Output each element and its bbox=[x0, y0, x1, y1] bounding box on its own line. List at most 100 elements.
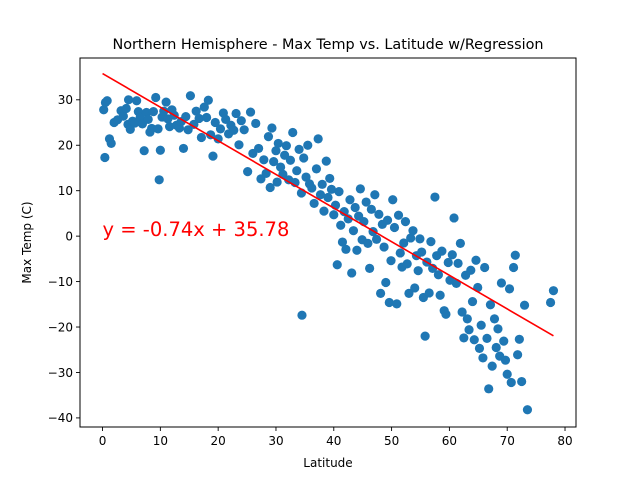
data-point bbox=[350, 202, 360, 213]
y-axis-label: Max Temp (C) bbox=[20, 201, 34, 283]
data-point bbox=[148, 107, 159, 117]
data-point bbox=[332, 260, 342, 270]
y-tick-label: 20 bbox=[58, 139, 73, 153]
data-point bbox=[379, 242, 389, 252]
data-point bbox=[178, 143, 189, 154]
data-point bbox=[273, 138, 283, 149]
regression-equation-label: y = -0.74x + 35.78 bbox=[103, 218, 290, 241]
data-point bbox=[506, 377, 516, 388]
data-point bbox=[433, 270, 444, 280]
data-point bbox=[400, 216, 411, 227]
data-point bbox=[102, 96, 112, 106]
x-tick-label: 20 bbox=[211, 434, 226, 448]
data-point bbox=[500, 355, 511, 365]
data-point bbox=[143, 114, 153, 124]
data-point bbox=[417, 247, 427, 257]
data-point bbox=[139, 146, 149, 156]
data-point bbox=[106, 138, 116, 149]
data-point bbox=[245, 107, 256, 117]
data-point bbox=[326, 184, 337, 194]
regression-line-group bbox=[102, 72, 554, 337]
data-point bbox=[261, 168, 271, 179]
data-point bbox=[513, 350, 523, 360]
data-point bbox=[315, 190, 326, 200]
data-point bbox=[153, 124, 163, 134]
data-point bbox=[517, 376, 527, 387]
data-point bbox=[292, 166, 302, 176]
data-point bbox=[202, 112, 212, 123]
data-point bbox=[504, 284, 515, 294]
data-point bbox=[265, 182, 275, 193]
data-point bbox=[336, 220, 346, 230]
data-point bbox=[154, 175, 164, 185]
data-point bbox=[476, 320, 486, 330]
data-point bbox=[370, 190, 380, 200]
data-point bbox=[548, 286, 559, 296]
data-point bbox=[502, 369, 512, 379]
data-point bbox=[99, 105, 109, 115]
data-point bbox=[221, 114, 231, 124]
data-point bbox=[361, 197, 371, 207]
data-point bbox=[196, 132, 206, 143]
data-point bbox=[311, 164, 322, 174]
data-point bbox=[499, 336, 509, 346]
data-point bbox=[426, 236, 436, 247]
data-point bbox=[519, 300, 530, 310]
data-point bbox=[337, 237, 348, 247]
y-tick-label: 0 bbox=[65, 229, 73, 243]
data-point bbox=[210, 117, 220, 128]
x-tick-label: 30 bbox=[268, 434, 283, 448]
y-tick-label: −20 bbox=[48, 320, 73, 334]
y-tick-label: −10 bbox=[48, 275, 73, 289]
data-point bbox=[343, 214, 353, 224]
data-point bbox=[213, 134, 223, 144]
data-point bbox=[123, 95, 134, 105]
data-point bbox=[275, 162, 286, 172]
data-point bbox=[365, 263, 375, 274]
data-point bbox=[487, 361, 497, 371]
data-point bbox=[386, 256, 396, 266]
data-point bbox=[181, 112, 191, 122]
data-point bbox=[395, 248, 405, 258]
data-point bbox=[466, 265, 476, 275]
data-point bbox=[259, 155, 269, 165]
data-point bbox=[132, 96, 142, 106]
data-point bbox=[229, 125, 239, 135]
data-point bbox=[285, 155, 296, 165]
data-point bbox=[341, 244, 351, 254]
data-point bbox=[355, 184, 365, 194]
y-tick-label: −30 bbox=[48, 366, 73, 380]
data-point bbox=[271, 146, 281, 156]
data-point bbox=[165, 122, 175, 132]
data-points bbox=[99, 91, 559, 415]
axis-ticks: 0 10 20 30 40 50 60 70 80 −40 −30 −20 −10 0 10 20 30 bbox=[48, 93, 573, 448]
data-point bbox=[478, 353, 488, 363]
data-point bbox=[399, 238, 409, 248]
chart-title: Northern Hemisphere - Max Temp vs. Latit… bbox=[112, 37, 543, 53]
data-point bbox=[480, 262, 490, 273]
data-point bbox=[508, 262, 519, 273]
data-point bbox=[334, 187, 344, 197]
data-point bbox=[464, 325, 474, 335]
data-point bbox=[443, 257, 453, 268]
y-tick-label: −40 bbox=[48, 411, 73, 425]
x-tick-label: 80 bbox=[557, 434, 572, 448]
data-point bbox=[363, 238, 373, 249]
data-point bbox=[189, 119, 199, 129]
data-point bbox=[183, 125, 193, 135]
data-point bbox=[376, 288, 386, 298]
x-tick-label: 70 bbox=[500, 434, 515, 448]
data-point bbox=[118, 111, 128, 121]
data-point bbox=[251, 118, 261, 129]
data-point bbox=[392, 299, 402, 309]
data-point bbox=[408, 226, 418, 236]
data-point bbox=[294, 144, 304, 154]
data-point bbox=[489, 314, 500, 324]
data-point bbox=[236, 116, 246, 126]
data-point bbox=[345, 195, 355, 205]
x-tick-label: 60 bbox=[442, 434, 457, 448]
x-tick-label: 0 bbox=[99, 434, 107, 448]
y-tick-label: 30 bbox=[58, 93, 73, 107]
data-point bbox=[194, 113, 204, 124]
data-point bbox=[496, 278, 507, 288]
